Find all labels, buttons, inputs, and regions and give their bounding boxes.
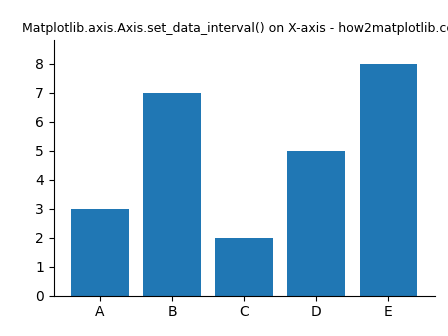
Bar: [360, 64, 417, 296]
Bar: [215, 238, 273, 296]
Bar: [71, 209, 129, 296]
Title: Matplotlib.axis.Axis.set_data_interval() on X-axis - how2matplotlib.com: Matplotlib.axis.Axis.set_data_interval()…: [22, 22, 448, 35]
Bar: [288, 151, 345, 296]
Bar: [143, 92, 201, 296]
